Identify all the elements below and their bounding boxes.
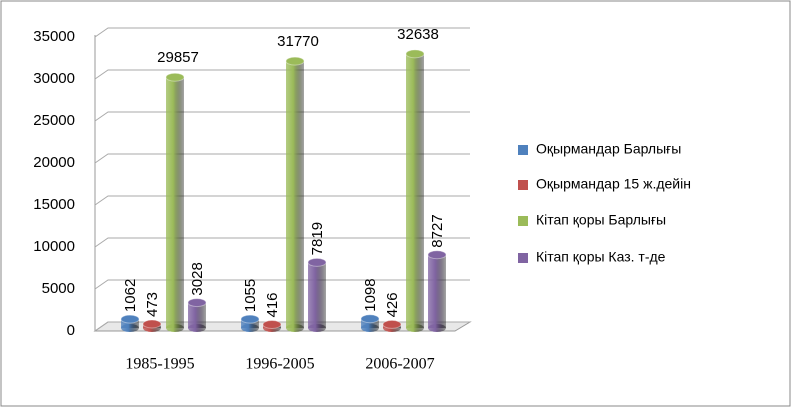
grid-line <box>94 321 470 332</box>
y-tick-label: 5000 <box>42 280 75 297</box>
legend-swatch <box>518 180 528 190</box>
grid-line <box>94 27 470 38</box>
bar <box>262 320 282 332</box>
bar-top <box>285 56 305 66</box>
bar-body <box>188 302 206 328</box>
bar-body <box>166 77 184 328</box>
bar <box>187 298 207 332</box>
bar-top <box>307 257 327 267</box>
bar-top <box>360 314 380 324</box>
grid-line <box>94 111 470 122</box>
legend-label: Кітап қоры Каз. т-де <box>536 249 666 265</box>
y-tick-label: 0 <box>67 322 75 339</box>
x-tick-label: 1985-1995 <box>125 356 194 373</box>
bar-top <box>427 250 447 260</box>
value-label: 416 <box>264 292 281 317</box>
value-label: 3028 <box>189 262 206 295</box>
value-label: 32638 <box>397 26 439 43</box>
y-tick-label: 15000 <box>33 196 75 213</box>
bar <box>285 56 305 332</box>
value-label: 1062 <box>122 279 139 312</box>
bar <box>405 49 425 332</box>
grid-line <box>94 153 470 164</box>
bar <box>240 314 260 332</box>
bar <box>142 319 162 332</box>
bar-top <box>240 314 260 324</box>
bar-body <box>406 53 424 329</box>
y-tick-label: 25000 <box>33 112 75 129</box>
bar <box>382 319 402 332</box>
value-label: 473 <box>144 292 161 317</box>
legend-swatch <box>518 216 528 226</box>
bar-top <box>187 298 207 308</box>
bar <box>307 257 327 332</box>
bar-body <box>241 319 259 328</box>
bar-top <box>165 72 185 82</box>
bar-top <box>262 320 282 330</box>
bar <box>120 314 140 332</box>
bar-top <box>382 319 402 329</box>
value-label: 1098 <box>362 278 379 311</box>
legend-swatch <box>518 145 528 155</box>
y-tick-label: 20000 <box>33 154 75 171</box>
bar-body <box>121 319 139 328</box>
grid-line <box>94 195 470 206</box>
bar-top <box>405 49 425 59</box>
bar <box>427 250 447 332</box>
y-tick-label: 30000 <box>33 70 75 87</box>
bar-top <box>142 319 162 329</box>
legend-label: Оқырмандар Барлығы <box>536 141 681 157</box>
bar <box>165 72 185 332</box>
legend-label: Оқырмандар 15 ж.дейін <box>536 176 691 192</box>
bar-body <box>308 262 326 328</box>
value-label: 31770 <box>277 33 319 50</box>
bar-body <box>286 61 304 329</box>
bar-body <box>361 318 379 328</box>
legend-label: Кітап қоры Барлығы <box>536 212 666 228</box>
y-tick-label: 10000 <box>33 238 75 255</box>
bar <box>360 314 380 332</box>
bar-body <box>428 254 446 328</box>
value-label: 1055 <box>242 279 259 312</box>
value-label: 7819 <box>309 222 326 255</box>
bar-top <box>120 314 140 324</box>
value-label: 8727 <box>429 214 446 247</box>
y-tick-label: 35000 <box>33 28 75 45</box>
legend-swatch <box>518 253 528 263</box>
grid-line <box>94 69 470 80</box>
x-tick-label: 2006-2007 <box>365 356 434 373</box>
value-label: 29857 <box>157 49 199 66</box>
x-tick-label: 1996-2005 <box>245 356 314 373</box>
grid-line <box>94 279 470 290</box>
value-label: 426 <box>384 292 401 317</box>
grid-line <box>94 237 470 248</box>
